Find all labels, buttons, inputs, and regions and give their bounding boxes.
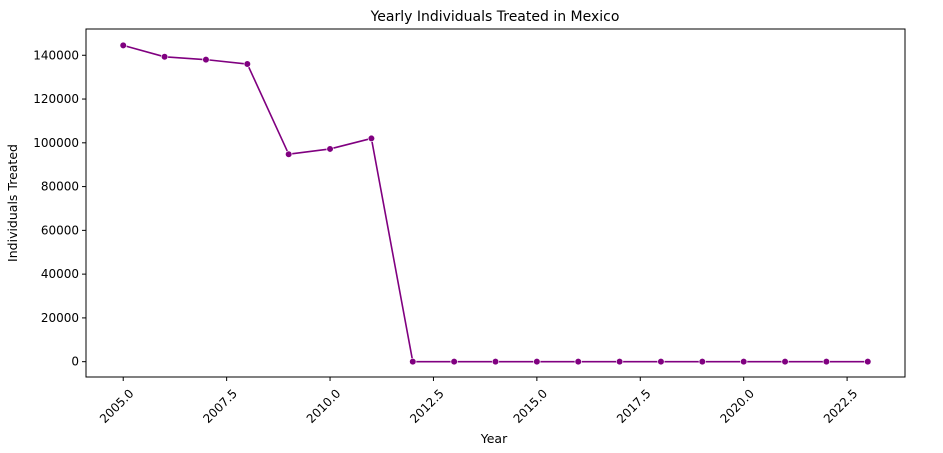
y-tick-label: 80000: [41, 180, 79, 194]
data-point: [160, 53, 169, 61]
y-axis: 0 20000 40000 60000 80000 100000 120000 140000: [33, 48, 86, 369]
data-point: [326, 145, 334, 153]
data-point: [574, 358, 582, 366]
x-tick-label: 2005.0: [97, 386, 137, 426]
x-tick-label: 2017.5: [614, 386, 654, 426]
x-tick-label: 2020.0: [717, 386, 757, 426]
data-point: [533, 358, 541, 366]
x-axis-title: Year: [480, 431, 508, 446]
data-point: [864, 358, 872, 366]
data-point: [822, 358, 831, 366]
y-tick-label: 0: [71, 355, 79, 369]
x-tick-label: 2010.0: [304, 386, 344, 426]
x-axis: 2005.0 2007.5 2010.0 2012.5 2015.0 2017.5 2020…: [97, 377, 860, 426]
series-line: [123, 44, 868, 363]
data-point: [285, 150, 293, 158]
x-tick-label: 2015.0: [511, 386, 551, 426]
y-axis-title: Individuals Treated: [5, 144, 20, 262]
y-tick-label: 140000: [33, 48, 79, 62]
data-point: [657, 358, 665, 366]
data-point: [698, 358, 706, 366]
y-tick-label: 120000: [33, 92, 79, 106]
data-point: [119, 41, 127, 50]
data-point: [740, 358, 748, 366]
x-tick-label: 2012.5: [407, 386, 447, 426]
data-point: [450, 358, 458, 366]
plot-frame: [85, 28, 906, 378]
y-tick-label: 40000: [41, 267, 79, 281]
plot-area: [85, 28, 906, 378]
data-point: [491, 358, 500, 366]
data-point: [781, 358, 789, 366]
data-point: [409, 358, 417, 366]
y-tick-label: 20000: [41, 311, 79, 325]
y-tick-label: 100000: [33, 136, 79, 150]
data-point: [615, 358, 624, 366]
data-point: [243, 60, 251, 68]
series-layer: [119, 41, 872, 366]
chart-title: Yearly Individuals Treated in Mexico: [370, 9, 620, 25]
x-tick-label: 2007.5: [200, 386, 240, 426]
data-point: [367, 134, 376, 143]
y-tick-label: 60000: [41, 223, 79, 237]
x-tick-label: 2022.5: [821, 386, 861, 426]
data-point: [202, 56, 210, 64]
